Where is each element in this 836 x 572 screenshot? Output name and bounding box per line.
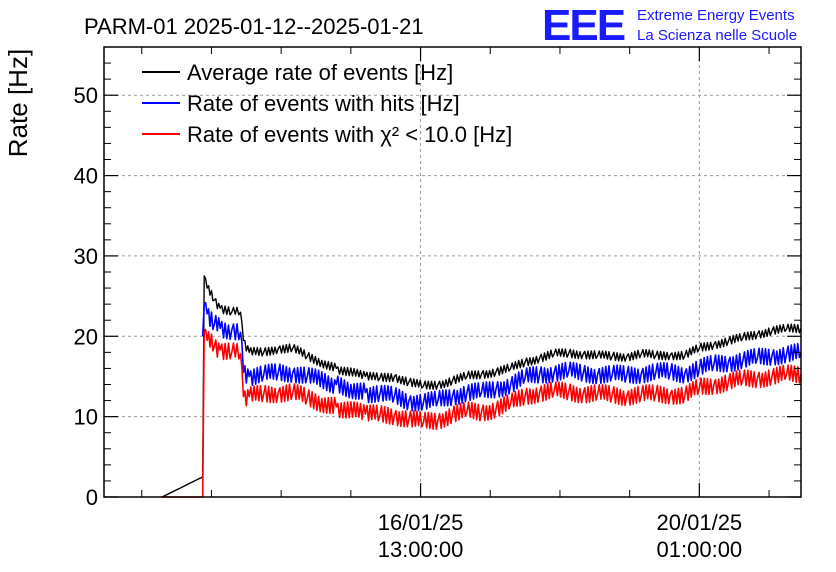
y-axis-title: Rate [Hz] — [3, 49, 33, 157]
y-tick-label: 10 — [74, 405, 98, 430]
y-tick-label: 30 — [74, 244, 98, 269]
legend-label-chi2: Rate of events with χ² < 10.0 [Hz] — [187, 122, 512, 147]
chart-title: PARM-01 2025-01-12--2025-01-21 — [84, 14, 424, 39]
series-rate-hits — [201, 301, 802, 412]
eee-logo: EEE Extreme Energy Events La Scienza nel… — [542, 1, 797, 50]
legend-label-hits: Rate of events with hits [Hz] — [187, 91, 460, 116]
series-layer — [161, 275, 802, 498]
x-tick-label-date: 16/01/25 — [378, 510, 464, 535]
eee-logo-text: EEE — [542, 1, 625, 50]
y-tick-label: 20 — [74, 324, 98, 349]
legend-label-average: Average rate of events [Hz] — [187, 60, 453, 85]
legend: Average rate of events [Hz] Rate of even… — [142, 60, 512, 147]
brand-line-2: La Scienza nelle Scuole — [637, 27, 797, 44]
y-tick-label: 50 — [74, 83, 98, 108]
brand-line-1: Extreme Energy Events — [637, 7, 795, 24]
x-tick-label-date: 20/01/25 — [657, 510, 743, 535]
y-tick-label: 40 — [74, 164, 98, 189]
y-axis: 0 10 20 30 40 50 — [74, 46, 801, 510]
y-tick-label: 0 — [86, 485, 98, 510]
series-rate-chi2 — [162, 328, 802, 498]
x-tick-label-time: 01:00:00 — [657, 537, 743, 562]
series-average-rate — [161, 275, 802, 498]
x-tick-label-time: 13:00:00 — [378, 537, 464, 562]
